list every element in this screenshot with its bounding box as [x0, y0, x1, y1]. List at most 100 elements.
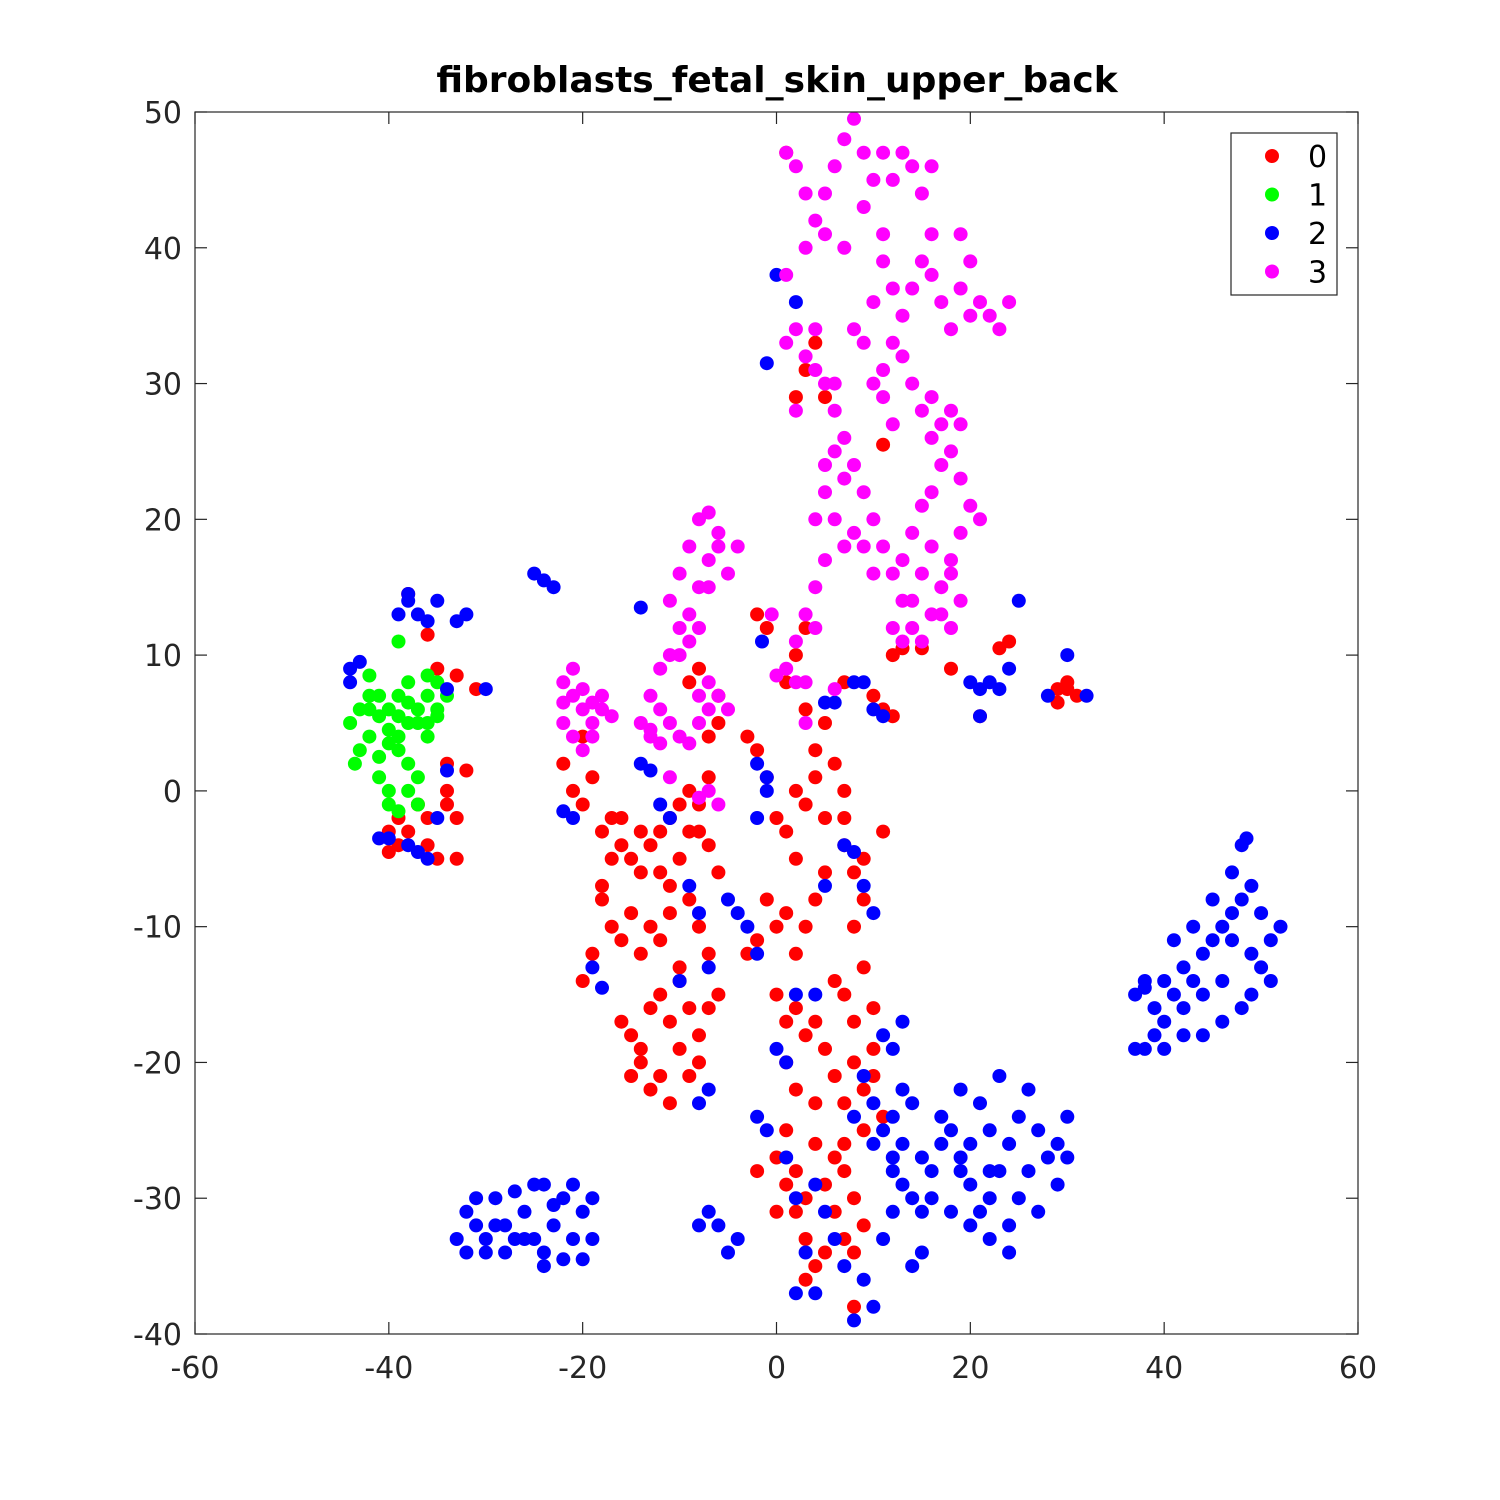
point-series-3 [818, 227, 832, 242]
point-series-3 [827, 376, 842, 391]
point-series-2 [895, 1014, 910, 1029]
point-series-1 [420, 668, 435, 683]
point-series-0 [847, 919, 861, 934]
point-series-3 [566, 729, 580, 744]
point-series-1 [391, 634, 406, 649]
point-series-2 [847, 1109, 861, 1124]
point-series-2 [527, 1177, 542, 1192]
point-series-1 [372, 770, 387, 785]
point-series-2 [1079, 688, 1094, 703]
point-series-3 [653, 702, 668, 717]
point-series-3 [914, 254, 929, 269]
point-series-2 [818, 1204, 832, 1219]
point-series-2 [895, 1082, 910, 1097]
point-series-2 [420, 614, 435, 629]
point-series-0 [624, 906, 639, 921]
point-series-1 [410, 797, 425, 812]
point-series-2 [701, 1082, 716, 1097]
point-series-2 [973, 682, 987, 697]
point-series-0 [662, 878, 677, 893]
point-series-2 [1225, 865, 1239, 880]
point-series-0 [643, 919, 658, 934]
point-series-0 [856, 1123, 871, 1138]
point-series-3 [662, 648, 677, 663]
point-series-0 [856, 892, 871, 907]
point-series-0 [711, 716, 726, 730]
point-series-2 [1002, 1136, 1017, 1151]
point-series-0 [788, 390, 803, 405]
point-series-1 [381, 722, 396, 737]
point-series-3 [895, 634, 910, 649]
point-series-1 [391, 729, 406, 744]
point-series-3 [827, 159, 842, 174]
point-series-0 [449, 851, 464, 866]
point-series-2 [788, 295, 803, 310]
point-series-2 [1195, 1028, 1210, 1043]
point-series-2 [556, 1252, 571, 1267]
point-series-0 [682, 1069, 697, 1083]
y-tick-label: -40 [133, 1318, 182, 1353]
point-series-2 [944, 1204, 958, 1219]
point-series-0 [866, 1069, 881, 1083]
point-series-0 [798, 1232, 813, 1246]
point-series-3 [662, 770, 677, 785]
point-series-2 [469, 1191, 484, 1206]
point-series-3 [895, 553, 910, 568]
point-series-2 [478, 682, 493, 697]
point-series-2 [507, 1184, 522, 1199]
point-series-0 [876, 1109, 891, 1124]
y-tick-label: 40 [144, 232, 182, 267]
point-series-3 [905, 621, 920, 635]
point-series-3 [924, 390, 939, 405]
point-series-3 [643, 722, 658, 737]
y-tick-label: 20 [144, 503, 182, 538]
point-series-1 [372, 749, 387, 764]
point-series-2 [982, 1232, 997, 1246]
point-series-0 [633, 1041, 648, 1056]
point-series-2 [1195, 987, 1210, 1002]
point-series-3 [818, 376, 832, 391]
point-series-3 [788, 403, 803, 418]
point-series-0 [866, 688, 881, 703]
point-series-3 [885, 172, 900, 187]
point-series-0 [653, 824, 668, 839]
point-series-2 [1273, 919, 1288, 934]
point-series-2 [498, 1245, 513, 1260]
point-series-2 [1011, 593, 1026, 608]
legend-marker-3 [1265, 264, 1279, 279]
point-series-1 [401, 756, 416, 771]
point-series-0 [701, 770, 716, 785]
point-series-0 [672, 1041, 687, 1056]
point-series-0 [643, 1082, 658, 1097]
point-series-2 [459, 1245, 474, 1260]
point-series-2 [585, 960, 600, 975]
point-series-2 [633, 756, 648, 771]
point-series-0 [750, 607, 765, 622]
point-series-2 [527, 566, 542, 581]
point-series-3 [924, 430, 939, 445]
point-series-3 [672, 729, 687, 744]
point-series-0 [808, 1136, 823, 1151]
point-series-1 [391, 709, 406, 724]
point-series-2 [750, 756, 765, 771]
point-series-2 [478, 1232, 493, 1246]
point-series-0 [711, 987, 726, 1002]
x-tick-label: 0 [767, 1351, 786, 1386]
point-series-2 [662, 811, 677, 825]
point-series-2 [750, 1109, 765, 1124]
point-series-3 [876, 145, 891, 160]
point-series-3 [808, 322, 823, 337]
point-series-0 [692, 1055, 706, 1070]
point-series-3 [798, 186, 813, 201]
point-series-2 [963, 1218, 978, 1233]
point-series-2 [1137, 1041, 1152, 1056]
point-series-0 [420, 838, 435, 853]
point-series-3 [662, 716, 677, 730]
point-series-2 [1060, 1109, 1075, 1124]
point-series-0 [876, 824, 891, 839]
point-series-3 [701, 580, 716, 595]
point-series-3 [764, 607, 779, 622]
point-series-2 [963, 675, 978, 690]
point-series-2 [885, 1204, 900, 1219]
point-series-1 [352, 702, 367, 717]
